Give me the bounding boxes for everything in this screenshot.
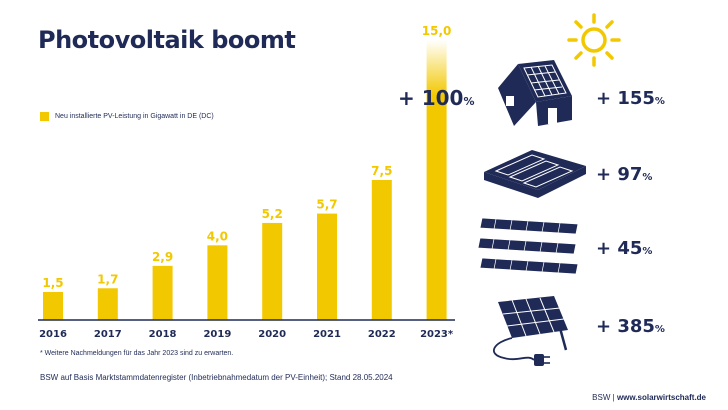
- segment-stat-house-value: + 155: [596, 88, 655, 109]
- segment-stat-park-unit: %: [642, 246, 653, 257]
- growth-badge: + 100%: [398, 86, 475, 110]
- segment-stat-house: + 155%: [596, 88, 665, 109]
- footer-url[interactable]: www.solarwirtschaft.de: [616, 393, 706, 402]
- footnote: * Weitere Nachmeldungen für das Jahr 202…: [40, 350, 234, 357]
- growth-badge-value: + 100: [398, 86, 464, 110]
- source-note: BSW auf Basis Marktstammdatenregister (I…: [40, 373, 393, 382]
- value-label-2022: 7,5: [371, 164, 392, 178]
- footer-org: BSW: [592, 393, 611, 402]
- bars-layer: 1,5 1,7 2,9 4,0 5,2 5,7 7,5 15,0: [42, 24, 451, 320]
- bar-chart: 1,5 1,72,94,05,25,77,515,0 2016 2017 2018 20…: [38, 24, 455, 340]
- tick-labels-layer: 2016 2017 2018 2019 2020 2021 2022 2023*: [39, 329, 454, 340]
- solar-park-rows-icon: [477, 217, 579, 275]
- sun-icon: [567, 13, 621, 67]
- legend-label: Neu installierte PV-Leistung in Gigawatt…: [55, 113, 214, 120]
- segment-stat-house-unit: %: [654, 96, 665, 107]
- legend-swatch: [40, 112, 49, 121]
- segment-stat-plugin: + 385%: [596, 316, 665, 337]
- tick-label-2022: 2022: [368, 329, 396, 340]
- tick-label-2021: 2021: [313, 329, 341, 340]
- tick-label-2018: 2018: [149, 329, 177, 340]
- bar-2020: [262, 222, 283, 320]
- value-label-2017: 1,7: [97, 272, 118, 286]
- chart-legend: Neu installierte PV-Leistung in Gigawatt…: [40, 112, 214, 121]
- house-solar-roof-icon: [498, 60, 572, 126]
- footer-brand: BSW | www.solarwirtschaft.de: [592, 393, 706, 402]
- bar-2021: [317, 213, 337, 320]
- tick-label-2023*: 2023*: [420, 329, 454, 340]
- growth-badge-unit: %: [463, 95, 475, 108]
- tick-label-2016: 2016: [39, 329, 67, 340]
- value-label-2019: 4,0: [207, 229, 228, 243]
- segment-stat-plugin-value: + 385: [596, 316, 655, 337]
- value-label-2016: 1,5: [42, 276, 63, 290]
- segment-stat-commercial: + 97%: [596, 164, 652, 185]
- page-title: Photovoltaik boomt: [38, 26, 296, 54]
- value-label-2023*: 15,0: [422, 24, 452, 38]
- value-label-2018: 2,9: [152, 250, 173, 264]
- segment-stat-park: + 45%: [596, 238, 652, 259]
- commercial-roof-solar-icon: [484, 150, 586, 198]
- bar-2018: [152, 265, 173, 320]
- bar-2022: [371, 180, 392, 320]
- value-label-2020: 5,2: [262, 207, 283, 221]
- footer-separator: |: [612, 393, 615, 402]
- bar-2016: [43, 292, 63, 320]
- tick-label-2017: 2017: [94, 329, 122, 340]
- segment-stat-plugin-unit: %: [654, 324, 665, 335]
- segment-stat-commercial-unit: %: [642, 172, 653, 183]
- bar-2023*: [426, 40, 447, 320]
- value-label-2021: 5,7: [316, 198, 337, 212]
- segment-stat-park-value: + 45: [596, 238, 643, 259]
- bar-2017: [97, 288, 118, 320]
- bar-2019: [207, 245, 228, 320]
- segment-stat-commercial-value: + 97: [596, 164, 643, 185]
- tick-label-2019: 2019: [203, 329, 231, 340]
- tick-label-2020: 2020: [258, 329, 286, 340]
- plug-in-solar-panel-icon: [492, 296, 568, 366]
